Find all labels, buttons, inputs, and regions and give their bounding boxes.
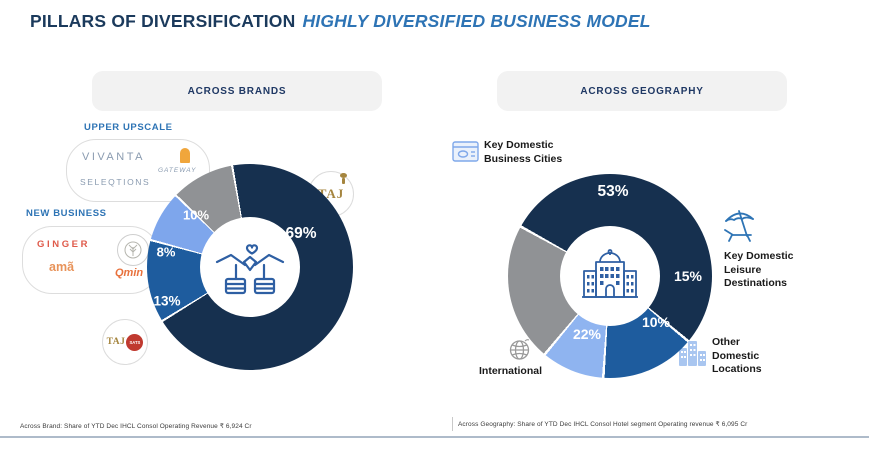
qmin-logo: Qmin	[115, 267, 144, 279]
brands-donut-center	[200, 217, 300, 317]
sats-circle-icon: SATS	[126, 333, 144, 351]
brands-segment-label-tajsats: 13%	[153, 293, 181, 309]
brands-segment-label-new-business: 8%	[156, 244, 176, 260]
gateway-logo: GATEWAY	[158, 167, 197, 174]
tajsats-logo-badge: TAJ SATS	[102, 319, 148, 365]
geography-donut-chart	[508, 174, 712, 378]
business-cities-icon	[452, 141, 479, 167]
globe-icon	[508, 338, 531, 366]
leisure-destinations-label: Key Domestic Leisure Destinations	[724, 250, 794, 290]
brands-donut-chart	[147, 164, 353, 370]
other-domestic-label: Other Domestic Locations	[712, 336, 762, 376]
hotel-building-icon	[582, 249, 638, 298]
bottom-divider-line	[0, 436, 869, 438]
tree-of-life-icon	[117, 234, 149, 266]
ama-logo: amã	[49, 260, 75, 274]
brands-panel-header: ACROSS BRANDS	[92, 71, 382, 111]
upper-upscale-brand-bubble: VIVANTA GATEWAY SELEQTIONS	[66, 139, 210, 202]
geography-donut-center	[560, 226, 660, 326]
geography-header-label: ACROSS GEOGRAPHY	[580, 85, 704, 97]
geo-segment-label-leisure: 15%	[673, 268, 703, 284]
geography-footnote: Across Geography: Share of YTD Dec IHCL …	[458, 421, 748, 428]
page-title: PILLARS OF DIVERSIFICATION HIGHLY DIVERSI…	[30, 11, 651, 32]
title-main: PILLARS OF DIVERSIFICATION	[30, 11, 296, 31]
gateway-icon	[180, 148, 190, 163]
brands-footnote: Across Brand: Share of YTD Dec IHCL Cons…	[20, 423, 252, 430]
business-cities-label: Key Domestic Business Cities	[484, 139, 563, 165]
city-buildings-icon	[678, 339, 707, 371]
brands-segment-label-taj: 69%	[285, 225, 317, 242]
geo-segment-label-international: 22%	[572, 326, 602, 342]
seleqtions-logo: SELEQTIONS	[80, 177, 151, 187]
tajsats-logo: TAJ SATS	[107, 333, 144, 351]
beach-umbrella-icon	[720, 206, 762, 249]
footnote-divider	[452, 417, 453, 431]
vivanta-logo: VIVANTA	[82, 151, 145, 163]
geo-segment-label-other-domestic: 10%	[641, 314, 671, 330]
title-subtitle: HIGHLY DIVERSIFIED BUSINESS MODEL	[302, 11, 651, 31]
new-business-label: NEW BUSINESS	[26, 208, 107, 219]
taj-pin-icon	[340, 173, 348, 184]
brands-segment-label-upper-upscale: 10%	[182, 207, 210, 223]
brands-header-label: ACROSS BRANDS	[187, 85, 287, 97]
upper-upscale-label: UPPER UPSCALE	[84, 122, 173, 133]
geography-panel-header: ACROSS GEOGRAPHY	[497, 71, 787, 111]
ginger-logo: GINGER	[37, 239, 91, 250]
international-label: International	[479, 365, 543, 377]
geo-segment-label-business-cities: 53%	[597, 183, 629, 200]
handshake-money-icon	[215, 244, 285, 295]
new-business-brand-bubble: GINGER amã Qmin	[22, 226, 160, 294]
